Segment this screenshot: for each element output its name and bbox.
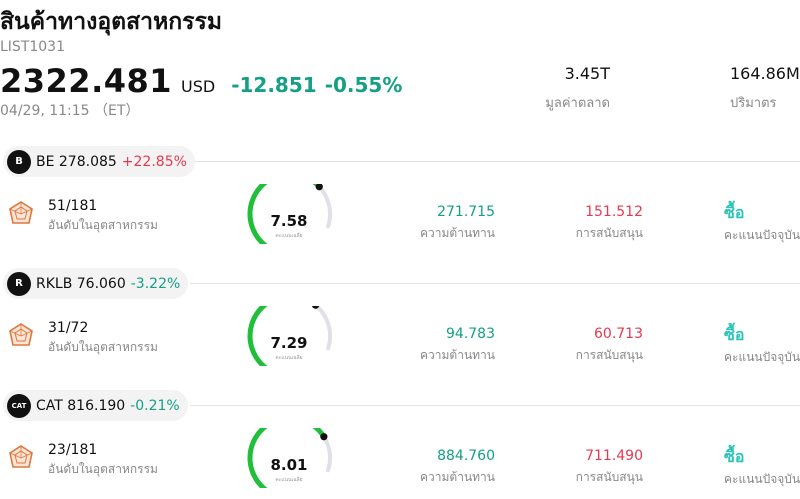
- score-value: 7.29: [270, 334, 308, 352]
- volume-label: ปริมาตร: [730, 96, 777, 111]
- resistance-label: ความต้านทาน: [420, 348, 495, 362]
- resistance-value: 94.783: [446, 326, 495, 342]
- support: 60.713 การสนับสนุน: [553, 326, 643, 365]
- resistance: 271.715 ความต้านทาน: [405, 204, 495, 243]
- page-title: สินค้าทางอุตสาหกรรม: [0, 9, 223, 35]
- score-gauge: [247, 184, 332, 244]
- gauge-marker: [320, 433, 328, 441]
- industry-rank-label: อันดับในอุตสาหกรรม: [48, 462, 158, 476]
- support-value: 711.490: [585, 448, 643, 464]
- stock-logo-icon: B: [7, 149, 31, 174]
- stock-logo-icon: R: [7, 271, 31, 296]
- gauge-fill: [247, 184, 322, 244]
- score-gauge: [247, 428, 332, 488]
- gauge-fill: [247, 306, 318, 366]
- resistance-label: ความต้านทาน: [420, 226, 495, 240]
- market-cap-label: มูลค่าตลาด: [545, 96, 610, 111]
- industry-rank-label: อันดับในอุตสาหกรรม: [48, 218, 158, 232]
- stock-card[interactable]: CAT CAT 816.190 -0.21% 23/181 อันดับในอุ…: [0, 388, 800, 499]
- stock-card[interactable]: B BE 278.085 +22.85% 51/181 อันดับในอุตส…: [0, 144, 800, 266]
- currency-label: USD: [181, 77, 216, 96]
- score-label: คะแนนเฉลี่ย: [275, 477, 303, 483]
- rating-value[interactable]: ซื้อ: [724, 203, 745, 222]
- rating-label: คะแนนปัจจุบัน: [724, 350, 800, 364]
- score-value: 8.01: [270, 456, 308, 474]
- price-change: -12.851: [231, 73, 317, 97]
- score-label: คะแนนเฉลี่ย: [275, 233, 303, 239]
- gauge-fill: [247, 428, 327, 488]
- rating-label: คะแนนปัจจุบัน: [724, 472, 800, 486]
- stock-name-price: CAT 816.190: [36, 397, 126, 414]
- industry-rank-label: อันดับในอุตสาหกรรม: [48, 340, 158, 354]
- rating-value[interactable]: ซื้อ: [724, 447, 745, 466]
- support-label: การสนับสนุน: [575, 348, 643, 362]
- score-gauge: [247, 306, 332, 366]
- stock-chip[interactable]: B BE 278.085 +22.85%: [3, 146, 195, 177]
- stock-change: -3.22%: [130, 275, 181, 292]
- support-value: 151.512: [585, 204, 643, 220]
- divider: [190, 405, 800, 406]
- resistance: 884.760 ความต้านทาน: [405, 448, 495, 487]
- score-label: คะแนนเฉลี่ย: [275, 355, 303, 361]
- stock-name-price: BE 278.085: [36, 153, 117, 170]
- divider: [190, 283, 800, 284]
- support: 151.512 การสนับสนุน: [553, 204, 643, 243]
- list-code: LIST1031: [0, 39, 65, 55]
- volume-stat: 164.86M ปริมาตร: [720, 64, 800, 113]
- rating-value[interactable]: ซื้อ: [724, 325, 745, 344]
- industry-rank: 23/181: [48, 442, 98, 458]
- price-row: 2322.481 USD -12.851 -0.55%: [0, 62, 402, 100]
- timestamp: 04/29, 11:15 （ET）: [0, 103, 140, 119]
- radar-icon: [9, 323, 33, 346]
- support-label: การสนับสนุน: [575, 470, 643, 484]
- volume-value: 164.86M: [730, 64, 800, 83]
- resistance-value: 271.715: [437, 204, 495, 220]
- market-cap-value: 3.45T: [564, 64, 610, 83]
- index-price: 2322.481: [0, 62, 173, 100]
- support: 711.490 การสนับสนุน: [553, 448, 643, 487]
- resistance-value: 884.760: [437, 448, 495, 464]
- radar-icon: [9, 201, 33, 224]
- stock-chip[interactable]: CAT CAT 816.190 -0.21%: [3, 390, 188, 421]
- stock-logo-icon: CAT: [7, 393, 31, 418]
- resistance: 94.783 ความต้านทาน: [405, 326, 495, 365]
- divider: [190, 161, 800, 162]
- radar-icon: [9, 445, 33, 468]
- market-cap-stat: 3.45T มูลค่าตลาด: [530, 64, 610, 113]
- stock-change: -0.21%: [130, 397, 180, 414]
- stock-chip[interactable]: R RKLB 76.060 -3.22%: [3, 268, 189, 299]
- price-change-percent: -0.55%: [324, 73, 403, 97]
- score-value: 7.58: [270, 212, 308, 230]
- stock-name-price: RKLB 76.060: [36, 275, 126, 292]
- stock-card[interactable]: R RKLB 76.060 -3.22% 31/72 อันดับในอุตสา…: [0, 266, 800, 388]
- industry-rank: 51/181: [48, 198, 98, 214]
- industry-rank: 31/72: [48, 320, 89, 336]
- stock-change: +22.85%: [121, 153, 187, 170]
- gauge-marker: [312, 306, 320, 309]
- support-label: การสนับสนุน: [575, 226, 643, 240]
- support-value: 60.713: [594, 326, 643, 342]
- gauge-marker: [315, 184, 323, 191]
- rating-label: คะแนนปัจจุบัน: [724, 228, 800, 242]
- resistance-label: ความต้านทาน: [420, 470, 495, 484]
